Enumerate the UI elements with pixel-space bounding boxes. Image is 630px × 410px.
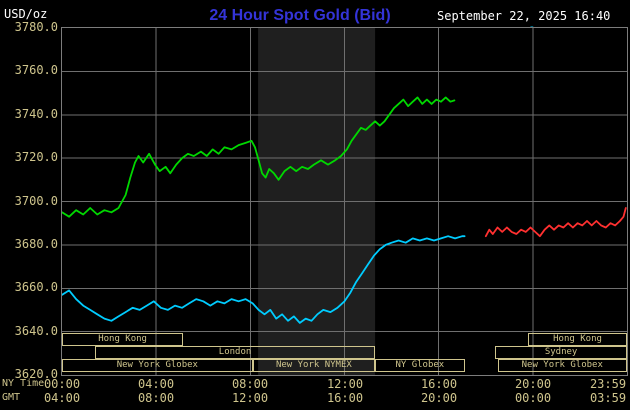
session-box-ny-globex: NY Globex: [375, 359, 465, 372]
x-tick-gmt: 16:00: [326, 391, 364, 405]
x-tick-ny: 20:00: [514, 377, 552, 391]
x-tick-gmt: 00:00: [514, 391, 552, 405]
x-tick-ny: 16:00: [420, 377, 458, 391]
chart-canvas: [62, 28, 627, 375]
y-tick-label: 3660.0: [14, 280, 58, 294]
session-box-sydney: Sydney: [495, 346, 627, 359]
unit-label: USD/oz: [4, 7, 48, 21]
y-tick-label: 3760.0: [14, 63, 58, 77]
gmt-axis-label: GMT: [2, 392, 21, 403]
x-tick-ny: 00:00: [43, 377, 81, 391]
x-tick-ny: 04:00: [137, 377, 175, 391]
y-tick-label: 3700.0: [14, 194, 58, 208]
y-tick-label: 3640.0: [14, 324, 58, 338]
session-box-hong-kong: Hong Kong: [528, 333, 627, 346]
y-tick-label: 3740.0: [14, 107, 58, 121]
chart-title: 24 Hour Spot Gold (Bid): [209, 7, 391, 24]
x-tick-ny: 23:59: [589, 377, 627, 391]
session-box-new-york-globex: New York Globex: [62, 359, 253, 372]
x-tick-gmt: 20:00: [420, 391, 458, 405]
session-box-london: London: [95, 346, 376, 359]
series-line-0: [62, 235, 466, 324]
x-tick-gmt: 04:00: [43, 391, 81, 405]
x-tick-gmt: 12:00: [231, 391, 269, 405]
session-box-new-york-nymex: New York NYMEX: [252, 359, 376, 372]
session-box-hong-kong: Hong Kong: [62, 333, 184, 346]
series-line-2: [62, 96, 456, 218]
session-box-new-york-globex: New York Globex: [497, 359, 627, 372]
y-tick-label: 3720.0: [14, 150, 58, 164]
series-line-1: [484, 207, 627, 238]
x-tick-gmt: 03:59: [589, 391, 627, 405]
ny-time-axis-label: NY Time: [2, 378, 45, 389]
y-tick-label: 3680.0: [14, 237, 58, 251]
x-tick-ny: 08:00: [231, 377, 269, 391]
x-tick-gmt: 08:00: [137, 391, 175, 405]
x-tick-ny: 12:00: [326, 377, 364, 391]
plot-area: Hong Kong Hong Kong London Sydney New York G…: [61, 27, 628, 376]
datetime: September 22, 2025 16:40: [437, 9, 611, 23]
